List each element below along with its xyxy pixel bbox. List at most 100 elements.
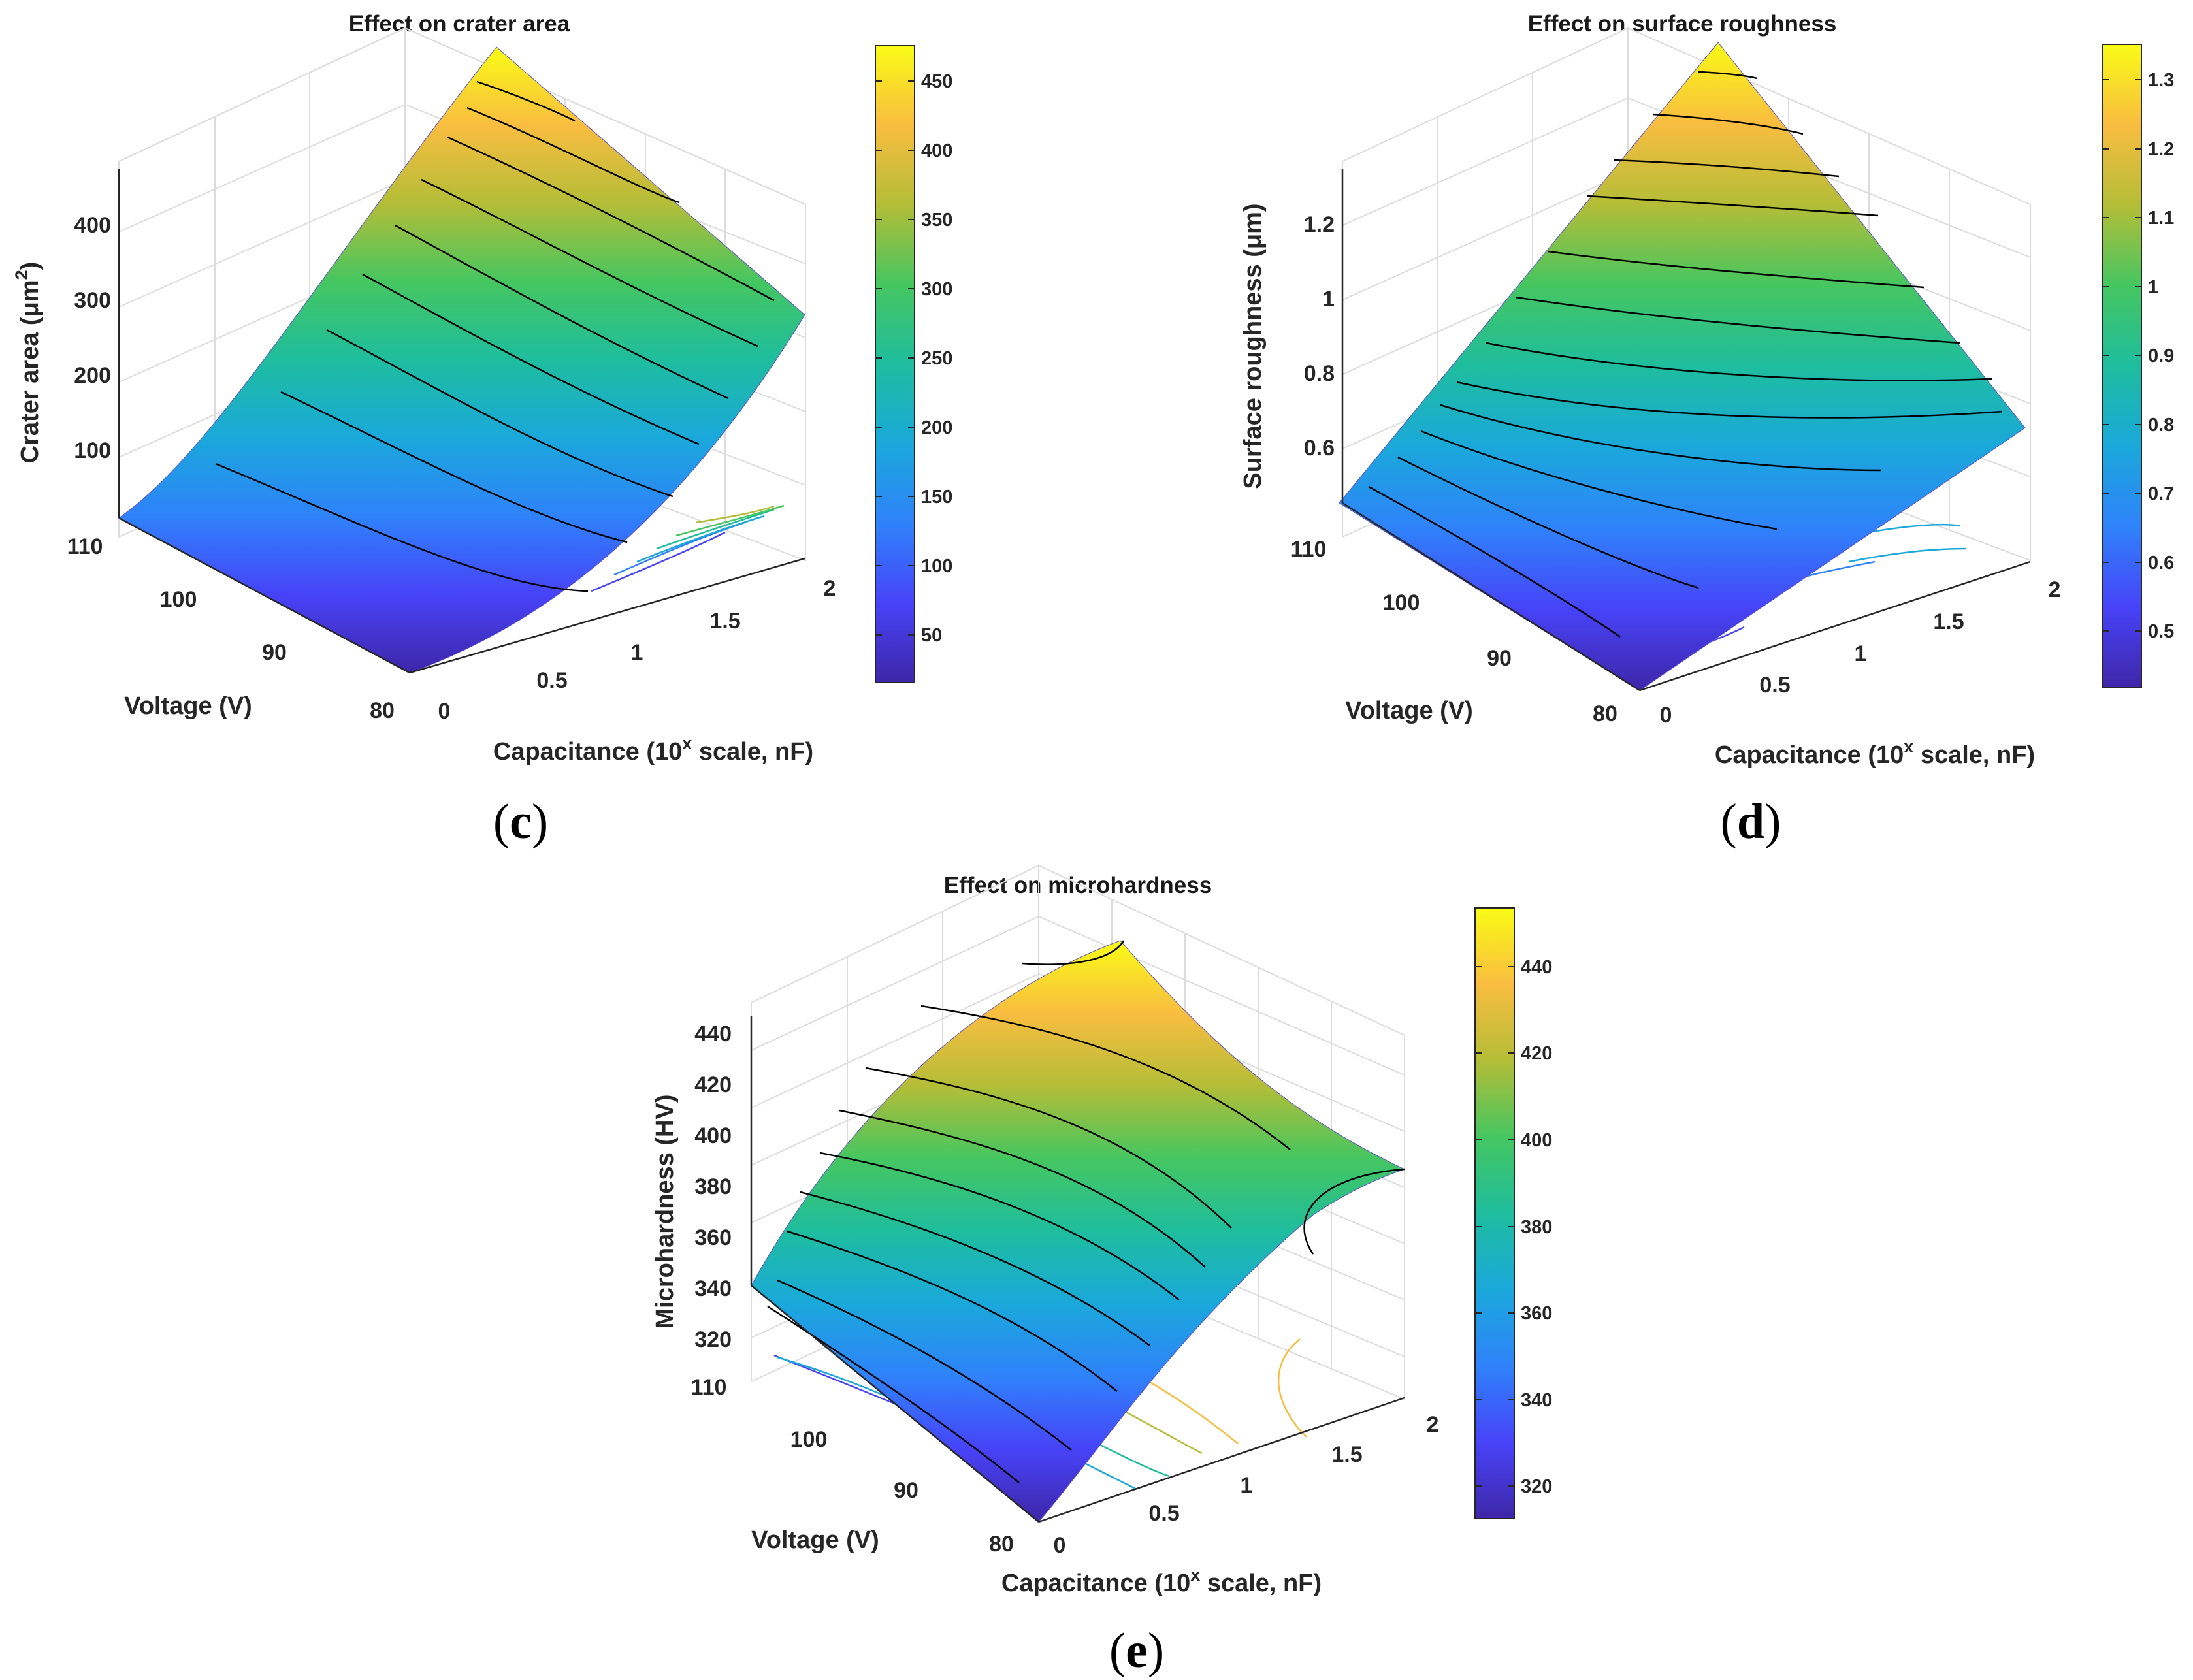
crater-area-panel: Effect on crater area [12, 11, 952, 849]
z-tick-label: 420 [694, 1073, 732, 1097]
colorbar-tick-label: 420 [1521, 1043, 1552, 1064]
microhardness-panel: Effect on microhardness [651, 864, 1552, 1678]
axis-lines [1341, 169, 2031, 692]
colorbar-tick-label: 400 [1521, 1130, 1552, 1151]
surface-contour-lines [215, 80, 775, 592]
colorbar: 320 340 360 380 400 420 440 [1474, 907, 1552, 1519]
colorbar-tick-label: 0.6 [2148, 553, 2174, 573]
colorbar-tick-label: 450 [921, 71, 952, 92]
colorbar-tick-label: 320 [1521, 1476, 1552, 1497]
colorbar-strip [875, 45, 915, 683]
x-tick-label: 0 [1054, 1533, 1066, 1558]
colorbar-tick-label: 0.7 [2148, 483, 2174, 504]
response-surface [118, 46, 805, 673]
surface-contour-lines [767, 940, 1405, 1483]
x-tick-label: 0 [438, 699, 451, 724]
z-tick-labels: 0.6 0.8 1 1.2 [1304, 212, 1335, 460]
x-axis-label: Capacitance (10x scale, nF) [1715, 737, 2035, 769]
colorbar-tick-label: 1.2 [2148, 139, 2174, 160]
colorbar-ticks [2102, 79, 2141, 632]
z-tick-labels: 400 300 200 100 [74, 213, 111, 463]
z-tick-label: 400 [694, 1123, 732, 1148]
y-tick-label: 100 [160, 587, 197, 612]
x-tick-label: 0.5 [1759, 673, 1790, 698]
y-tick-labels: 110 100 90 80 [1291, 537, 1617, 726]
x-tick-label: 1.5 [1331, 1442, 1362, 1467]
x-tick-label: 2 [2049, 577, 2061, 602]
x-tick-label: 1.5 [709, 609, 740, 634]
colorbar: 50 100 150 200 250 300 350 400 450 [875, 45, 952, 683]
colorbar-tick-label: 440 [1521, 957, 1552, 978]
x-tick-label: 0 [1660, 703, 1672, 728]
y-tick-label: 100 [1383, 590, 1420, 615]
y-tick-labels: 110 100 90 80 [67, 534, 395, 723]
colorbar-tick-label: 360 [1521, 1303, 1552, 1324]
axis-lines [118, 169, 805, 674]
z-tick-label: 300 [74, 288, 111, 313]
panel-label: (c) [493, 794, 548, 849]
response-surface [751, 940, 1406, 1523]
x-tick-label: 1 [1241, 1473, 1253, 1498]
colorbar-strip [2102, 44, 2142, 688]
z-axis-label: Surface roughness (μm) [1239, 203, 1267, 489]
colorbar-ticks [1475, 966, 1514, 1487]
response-surface [1339, 42, 2026, 691]
x-tick-label: 2 [1427, 1412, 1439, 1437]
colorbar-tick-label: 0.5 [2148, 621, 2174, 642]
z-tick-label: 0.6 [1304, 436, 1335, 460]
x-axis-label: Capacitance (10x scale, nF) [1001, 1565, 1322, 1597]
z-tick-label: 360 [694, 1225, 732, 1250]
chart-title: Effect on microhardness [944, 873, 1212, 898]
x-axis-label: Capacitance (10x scale, nF) [493, 734, 813, 766]
y-tick-label: 100 [790, 1427, 828, 1452]
colorbar-tick-label: 340 [1521, 1390, 1552, 1411]
y-tick-label: 90 [262, 640, 287, 665]
y-axis-label: Voltage (V) [1345, 697, 1473, 724]
z-tick-label: 200 [74, 363, 111, 388]
y-tick-label: 90 [894, 1478, 918, 1503]
y-tick-label: 80 [989, 1532, 1014, 1557]
surface-contour-lines [1368, 71, 2003, 638]
chart-title: Effect on surface roughness [1528, 11, 1837, 37]
colorbar-tick-label: 0.8 [2148, 415, 2174, 436]
colorbar-tick-label: 1.3 [2148, 70, 2174, 91]
axis-lines [750, 1016, 1405, 1523]
colorbar-tick-label: 200 [921, 417, 952, 438]
x-tick-labels: 0 0.5 1 1.5 2 [438, 576, 836, 724]
y-tick-label: 80 [370, 698, 395, 723]
surface-roughness-panel: Effect on surface roughness [1239, 11, 2174, 849]
x-tick-labels: 0 0.5 1 1.5 2 [1054, 1412, 1439, 1558]
panel-label: (e) [1109, 1623, 1164, 1678]
z-tick-label: 0.8 [1304, 361, 1335, 386]
colorbar-strip [1474, 907, 1515, 1519]
z-tick-label: 340 [694, 1276, 732, 1301]
z-tick-label: 1 [1322, 287, 1335, 312]
y-axis-label: Voltage (V) [124, 692, 252, 720]
z-tick-labels: 320 340 360 380 400 420 440 [694, 1022, 732, 1352]
colorbar-tick-label: 150 [921, 487, 952, 508]
x-tick-label: 1.5 [1933, 609, 1964, 634]
panel-label: (d) [1721, 794, 1781, 849]
colorbar-tick-label: 50 [921, 625, 942, 646]
y-tick-label: 110 [691, 1375, 727, 1400]
y-tick-label: 90 [1487, 646, 1512, 671]
x-tick-labels: 0 0.5 1 1.5 2 [1660, 577, 2061, 728]
y-tick-label: 110 [67, 534, 103, 559]
y-tick-label: 110 [1291, 537, 1327, 562]
colorbar-tick-label: 0.9 [2148, 346, 2174, 366]
z-axis-label: Crater area (μm2) [12, 262, 44, 464]
z-tick-label: 1.2 [1304, 212, 1335, 237]
x-tick-label: 0.5 [1148, 1501, 1179, 1526]
x-tick-label: 2 [824, 576, 836, 601]
colorbar-tick-label: 100 [921, 556, 952, 577]
z-axis-label: Microhardness (HV) [651, 1095, 679, 1329]
x-tick-label: 1 [631, 640, 643, 665]
y-tick-labels: 110 100 90 80 [691, 1375, 1014, 1557]
z-tick-label: 320 [694, 1327, 732, 1352]
y-tick-label: 80 [1593, 702, 1617, 726]
x-tick-label: 0.5 [536, 668, 567, 693]
colorbar-tick-label: 380 [1521, 1217, 1552, 1238]
colorbar-tick-label: 1.1 [2148, 208, 2174, 229]
colorbar-tick-label: 300 [921, 279, 952, 300]
